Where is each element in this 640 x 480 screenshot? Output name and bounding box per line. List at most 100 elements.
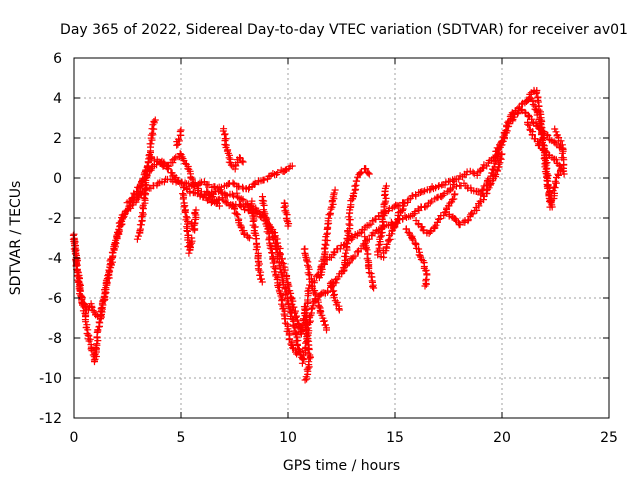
- y-tick-label: -4: [48, 251, 62, 267]
- data-point: [258, 278, 266, 286]
- data-point: [252, 246, 260, 253]
- data-point: [276, 288, 283, 296]
- track-6: [188, 206, 200, 234]
- data-point: [369, 283, 377, 291]
- data-point: [330, 189, 338, 197]
- data-point: [419, 226, 427, 234]
- data-point: [179, 190, 187, 198]
- data-point: [306, 354, 314, 361]
- data-point: [433, 218, 441, 226]
- data-point: [345, 213, 353, 221]
- data-point: [216, 202, 223, 210]
- track-14: [300, 245, 330, 334]
- data-point: [160, 159, 168, 167]
- data-point: [191, 219, 199, 227]
- data-point: [330, 294, 338, 302]
- data-point: [328, 283, 336, 291]
- data-point: [323, 326, 330, 334]
- data-point: [260, 176, 268, 184]
- data-point: [367, 273, 375, 281]
- data-point: [279, 276, 286, 284]
- data-point: [345, 220, 353, 228]
- data-point: [496, 154, 504, 162]
- data-point: [541, 147, 549, 155]
- data-point: [283, 216, 291, 224]
- data-point: [265, 236, 273, 244]
- ticks: 0 5 10 15 20 25 -12 -10 -8 -6 -4 -2 0 2 4 6: [39, 51, 618, 446]
- data-point: [486, 181, 494, 189]
- data-point: [525, 121, 533, 129]
- track-10: [248, 197, 266, 286]
- y-tick-label: -10: [39, 371, 62, 387]
- data-point: [400, 202, 408, 210]
- data-point: [75, 283, 83, 291]
- data-point: [378, 215, 386, 223]
- data-point: [339, 264, 347, 272]
- data-point: [483, 162, 491, 170]
- data-point: [129, 194, 137, 201]
- track-7: [203, 188, 223, 210]
- data-point: [364, 250, 372, 258]
- data-point: [234, 211, 242, 219]
- data-point: [301, 376, 309, 384]
- data-point: [361, 233, 369, 241]
- data-point: [255, 260, 263, 268]
- data-point: [284, 222, 292, 230]
- data-point: [331, 249, 339, 257]
- x-axis-title: GPS time / hours: [283, 458, 400, 474]
- track-25: [524, 118, 564, 170]
- data-point: [419, 188, 427, 196]
- data-point: [426, 199, 434, 207]
- data-point: [422, 267, 430, 275]
- data-point: [246, 234, 253, 242]
- y-tick-label: 2: [53, 131, 62, 147]
- track-8: [219, 125, 247, 173]
- track-18: [361, 233, 378, 292]
- data-point: [178, 153, 186, 161]
- data-point: [293, 333, 301, 341]
- data-point: [280, 203, 288, 211]
- data-point: [304, 287, 312, 295]
- data-point: [176, 128, 184, 135]
- data-point: [105, 266, 113, 274]
- data-point: [463, 168, 471, 176]
- track-17: [339, 165, 373, 275]
- data-point: [128, 195, 136, 203]
- data-point: [331, 186, 339, 194]
- x-tick-label: 15: [386, 430, 404, 446]
- data-point: [134, 232, 142, 240]
- data-point: [289, 297, 297, 305]
- data-point: [136, 182, 144, 190]
- data-point: [294, 316, 301, 324]
- data-point: [240, 230, 248, 238]
- data-point: [192, 206, 200, 214]
- data-point: [82, 318, 90, 326]
- data-point: [180, 203, 188, 211]
- data-point: [362, 245, 370, 253]
- data-point: [188, 175, 196, 183]
- data-point: [539, 137, 546, 145]
- data-point: [126, 198, 134, 206]
- data-point: [133, 188, 141, 196]
- data-point: [494, 145, 502, 153]
- track-12: [280, 199, 293, 230]
- data-point: [86, 335, 94, 343]
- data-point: [273, 239, 281, 247]
- data-point: [181, 160, 189, 167]
- data-point: [209, 193, 217, 201]
- data-point: [233, 210, 241, 218]
- y-tick-label: 4: [53, 91, 62, 107]
- series-0: [69, 86, 568, 384]
- y-tick-label: -2: [48, 211, 62, 227]
- track-15: [315, 186, 339, 282]
- track-5: [179, 190, 196, 257]
- data-point: [278, 259, 286, 266]
- data-point: [376, 233, 384, 241]
- data-point: [545, 192, 553, 200]
- data-point: [455, 175, 463, 183]
- track-4: [173, 126, 185, 149]
- data-points: [69, 86, 568, 384]
- track-21: [402, 225, 431, 290]
- track-11: [258, 193, 301, 358]
